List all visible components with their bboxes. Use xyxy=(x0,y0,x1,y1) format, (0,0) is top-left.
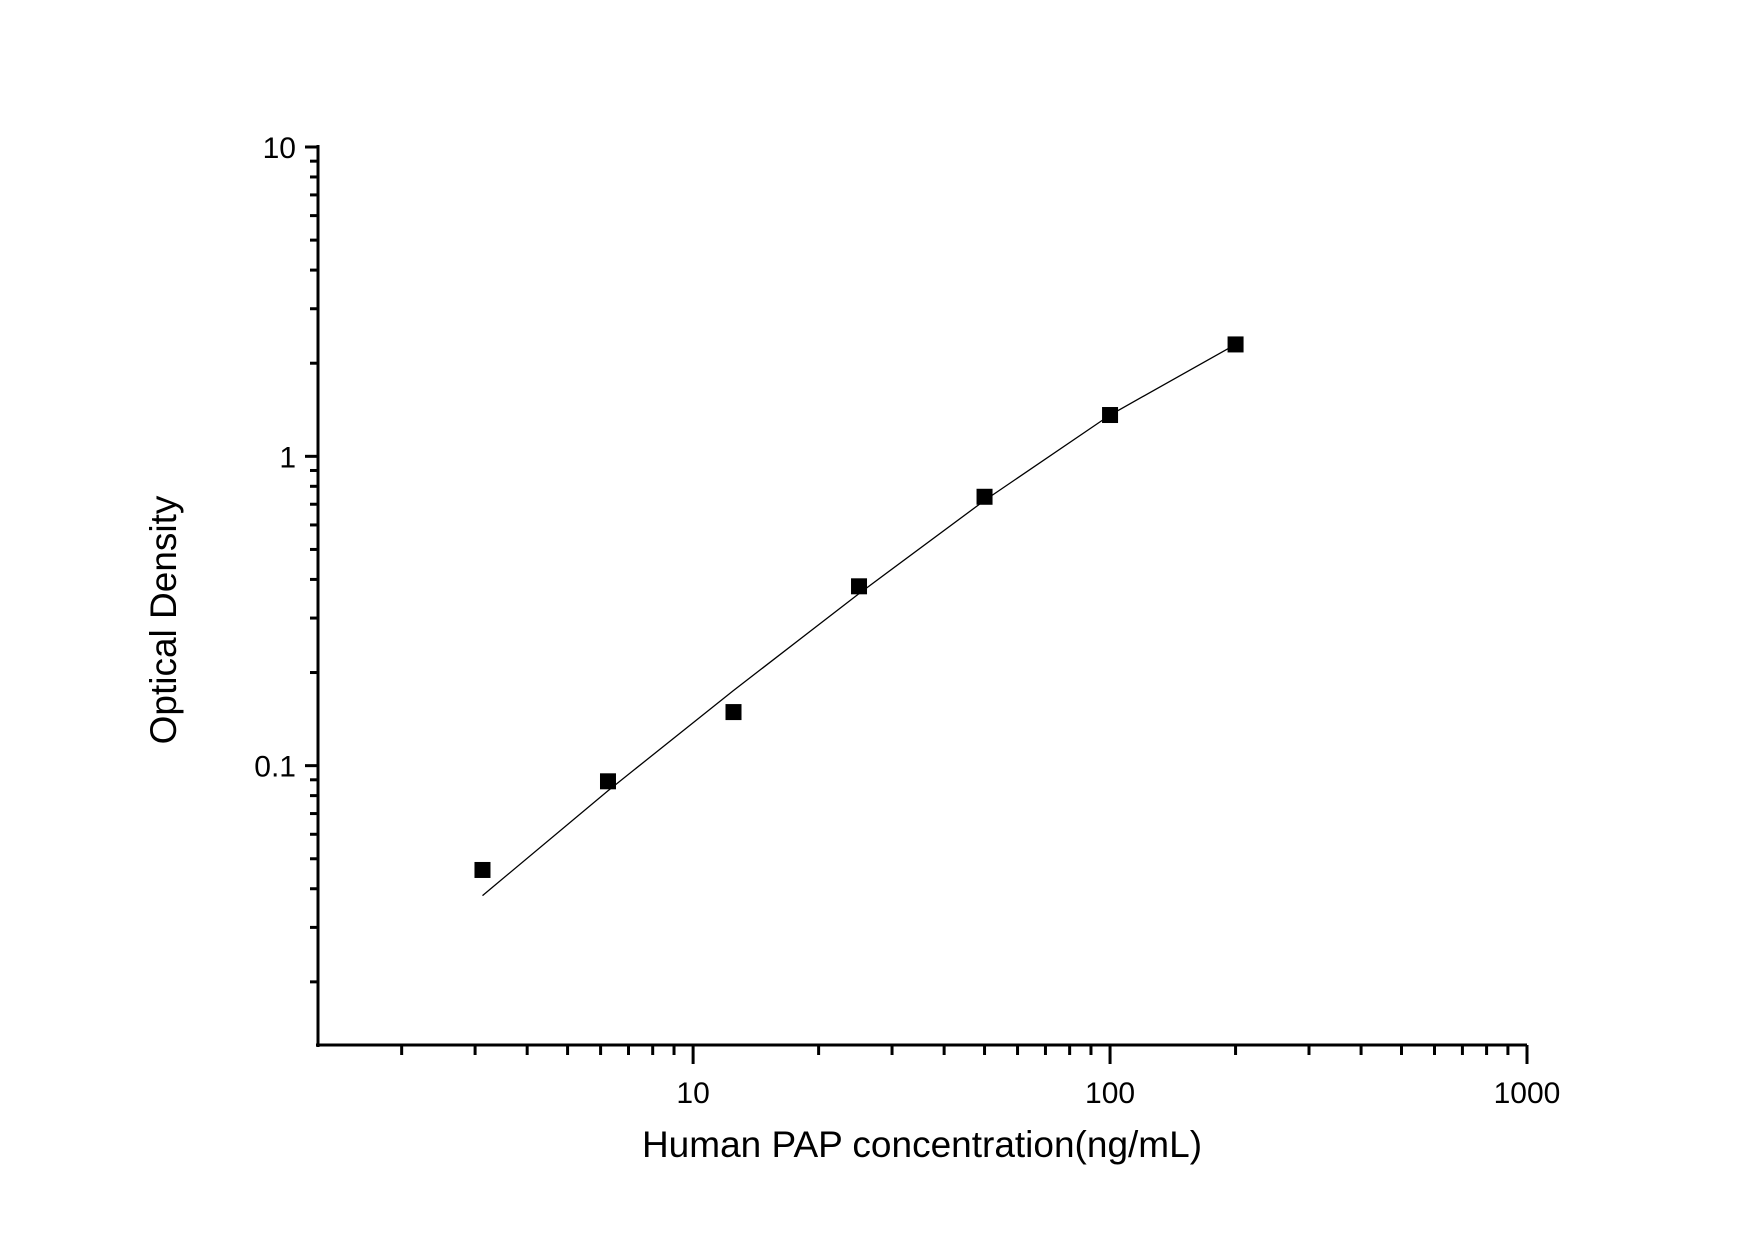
data-point-square xyxy=(851,578,868,595)
data-point-square xyxy=(1102,407,1119,424)
data-point-square xyxy=(725,704,742,721)
x-tick-label: 1000 xyxy=(1494,1077,1561,1110)
y-tick-label: 0.1 xyxy=(254,751,296,784)
x-axis-title: Human PAP concentration(ng/mL) xyxy=(642,1124,1202,1165)
fit-curve-line xyxy=(482,343,1236,897)
data-point-square xyxy=(599,773,616,790)
x-tick-label: 100 xyxy=(1085,1077,1135,1110)
data-point-square xyxy=(474,861,491,878)
x-tick-label: 10 xyxy=(676,1077,709,1110)
ticks: 0.1 1 10 10 100 1000 xyxy=(254,132,1560,1110)
data-points xyxy=(474,336,1244,878)
axes xyxy=(316,145,1527,1047)
data-point-square xyxy=(976,488,993,505)
data-point-square xyxy=(1227,336,1244,353)
y-tick-label: 10 xyxy=(263,132,296,165)
fit-curve xyxy=(482,343,1236,897)
y-tick-label: 1 xyxy=(279,441,296,474)
y-axis-title: Optical Density xyxy=(143,495,184,744)
